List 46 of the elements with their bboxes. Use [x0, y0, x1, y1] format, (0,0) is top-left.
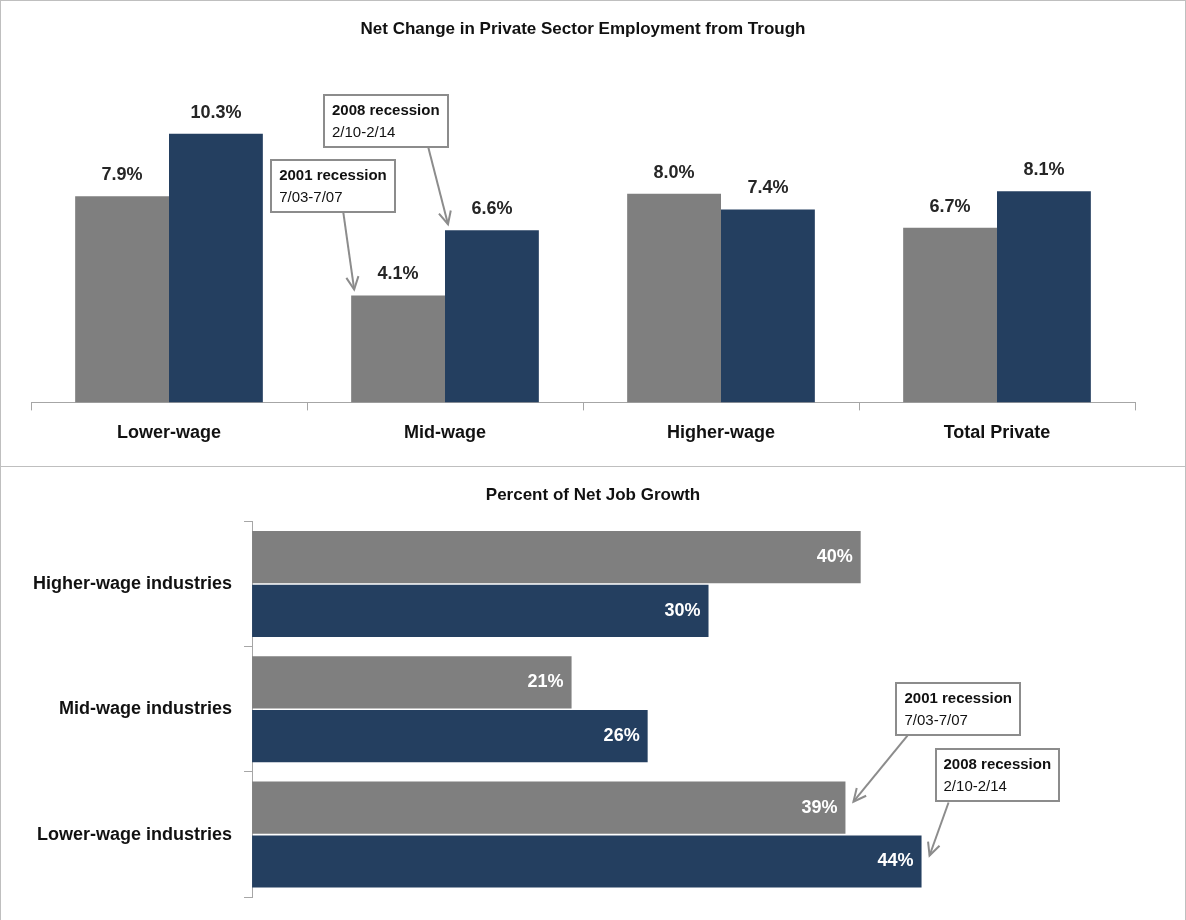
- annotation: 7/03-7/07: [904, 710, 968, 728]
- data-label: 44%: [877, 850, 914, 871]
- x-tick-label: Total Private: [943, 422, 1051, 443]
- bar: [75, 196, 169, 403]
- bar: [721, 209, 815, 403]
- data-label: 8.1%: [1023, 159, 1065, 180]
- data-label: 21%: [527, 671, 564, 692]
- x-tick-label: Lower-wage: [116, 422, 222, 443]
- data-label: 26%: [603, 725, 640, 746]
- data-label: 4.1%: [377, 263, 419, 284]
- bar: [445, 230, 539, 403]
- annotation: 2001 recession: [279, 166, 387, 184]
- bar: [169, 133, 263, 403]
- data-label: 39%: [801, 796, 838, 817]
- x-tick-label: Mid-wage: [403, 422, 487, 443]
- data-label: 7.4%: [747, 177, 789, 198]
- annotation: 2001 recession: [904, 688, 1013, 706]
- callout-box: 2001 recession 7/03-7/07: [895, 681, 1022, 736]
- chart-title: Percent of Net Job Growth: [485, 484, 701, 504]
- chart-title: Net Change in Private Sector Employment from Trough: [360, 18, 806, 38]
- annotation: 2/10-2/14: [332, 123, 396, 141]
- callout-box: 2008 recession 2/10-2/14: [934, 748, 1061, 803]
- bar: [351, 295, 445, 403]
- bar: [252, 710, 648, 763]
- bar: [903, 227, 997, 403]
- data-label: 30%: [664, 599, 701, 620]
- y-tick-label: Higher-wage industries: [32, 573, 233, 593]
- data-label: 6.7%: [929, 195, 971, 216]
- bar: [252, 835, 922, 888]
- y-tick-label: Mid-wage industries: [59, 698, 233, 719]
- callout-box: 2008 recession 2/10-2/14: [323, 94, 449, 149]
- bar: [252, 781, 846, 834]
- bar: [627, 193, 721, 403]
- x-tick-label: Higher-wage: [666, 422, 776, 443]
- data-label: 7.9%: [101, 164, 143, 185]
- annotation: 7/03-7/07: [279, 188, 343, 206]
- bar: [997, 191, 1091, 403]
- data-label: 10.3%: [190, 101, 242, 122]
- y-tick-label: Lower-wage industries: [36, 823, 233, 844]
- bar: [252, 656, 572, 709]
- data-label: 8.0%: [653, 161, 695, 182]
- callout-box: 2001 recession 7/03-7/07: [270, 159, 396, 214]
- data-label: 6.6%: [471, 198, 513, 219]
- bar: [252, 584, 709, 638]
- data-label: 40%: [816, 546, 853, 567]
- bar: [252, 530, 861, 584]
